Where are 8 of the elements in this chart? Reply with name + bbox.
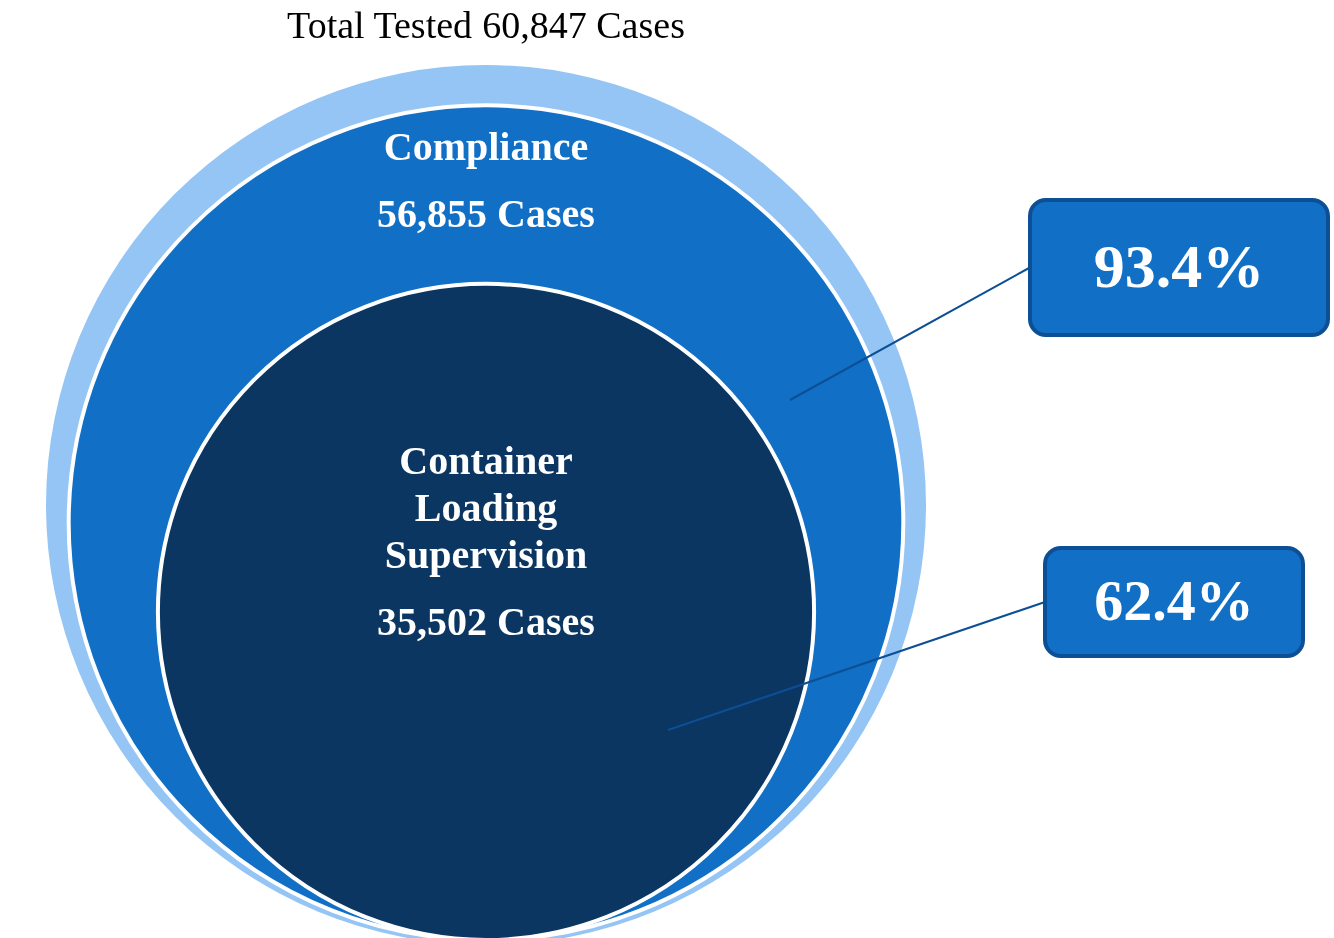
text: 93.4% [1093, 231, 1265, 300]
data-label: 35,502 Cases [377, 599, 595, 645]
category-label: Compliance [383, 124, 589, 170]
data-label: 60,847 Cases [482, 3, 685, 46]
category-label: Container Loading Supervision [384, 438, 588, 578]
data-label: 56,855 Cases [377, 191, 595, 237]
category-label: Total Tested [287, 3, 473, 46]
text: 62.4% [1094, 567, 1254, 633]
